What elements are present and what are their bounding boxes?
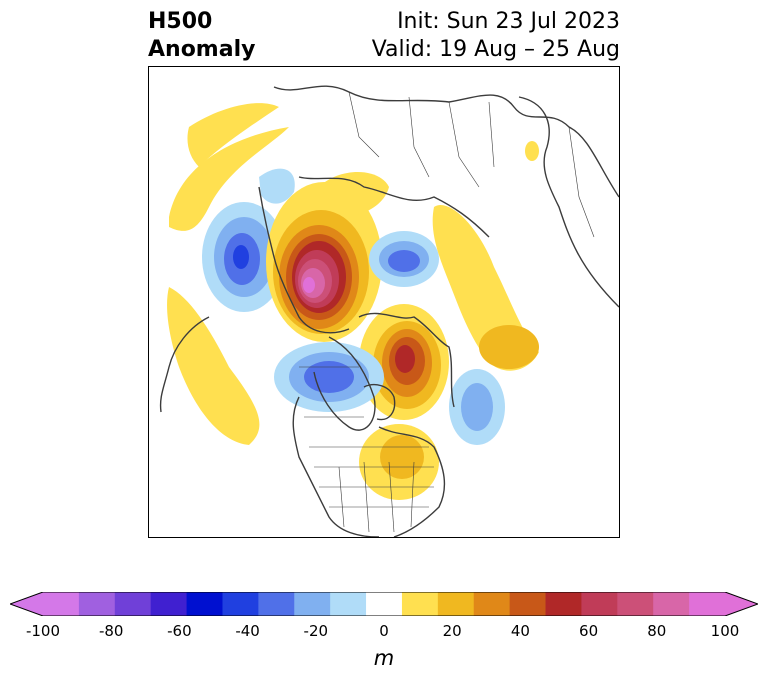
anomaly-nw-canada-negative-inner [304, 361, 354, 393]
colorbar-tick-label: -60 [167, 622, 192, 640]
colorbar-cell [689, 592, 726, 616]
colorbar-tick-label: 40 [510, 622, 530, 640]
colorbar-cell [366, 592, 403, 616]
anomaly-small-positive [525, 141, 539, 161]
colorbar-cell [617, 592, 654, 616]
anomaly-pacific-positive-west [167, 287, 260, 445]
map-title-line2: Anomaly [148, 37, 256, 62]
borders [299, 91, 595, 533]
colorbar-cell [43, 592, 80, 616]
map-title: H500 Anomaly [148, 8, 255, 64]
anomaly-ne-pacific-positive [169, 127, 289, 231]
anomaly-east-us-positive-inner [380, 435, 424, 479]
anomaly-shading [167, 103, 539, 500]
coast-canada-arctic [358, 312, 455, 408]
coast-asia-east [518, 96, 619, 308]
colorbar-cell [258, 592, 295, 616]
coast-north-america-west [292, 396, 380, 537]
coast-north-america-east [378, 426, 446, 537]
colorbar-cell [545, 592, 582, 616]
colorbar-extend-low [10, 592, 43, 616]
colorbar-cell [150, 592, 188, 616]
colorbar-cell [653, 592, 690, 616]
anomaly-labrador-negative-inner [461, 383, 493, 431]
coast-siberia [298, 176, 490, 238]
colorbar-unit: m [373, 646, 395, 670]
anomaly-canada-positive-60 [395, 345, 415, 373]
colorbar-tick-label: -20 [303, 622, 329, 640]
colorbar-cell [294, 592, 331, 616]
colorbar-cell [509, 592, 547, 616]
colorbar-tick-label: -100 [25, 622, 61, 640]
map-dates: Init: Sun 23 Jul 2023 Valid: 19 Aug – 25… [372, 8, 620, 64]
colorbar-cells [10, 592, 758, 616]
anomaly-map [148, 66, 620, 538]
anomaly-laptev-negative-inner [388, 250, 420, 272]
anomaly-east-siberia-positive [187, 103, 279, 167]
colorbar-ticks: -100 -80 -60 -40 -20 0 20 40 60 80 100 [0, 622, 768, 642]
colorbar-tick-label: -80 [98, 622, 124, 640]
colorbar-tick-label: 20 [442, 622, 462, 640]
init-date: Init: Sun 23 Jul 2023 [397, 9, 620, 34]
anomaly-arctic-positive [319, 172, 389, 217]
colorbar-cell [581, 592, 618, 616]
colorbar-tick-label: -40 [235, 622, 260, 640]
coast-alaska [159, 316, 210, 413]
coastlines [159, 85, 619, 537]
colorbar [10, 592, 758, 616]
valid-range: Valid: 19 Aug – 25 Aug [371, 37, 620, 62]
colorbar-cell [222, 592, 259, 616]
colorbar-cell [186, 592, 223, 616]
coast-greenland [313, 336, 376, 431]
coast-hudson-bay [363, 384, 396, 421]
map-title-line1: H500 [148, 9, 213, 34]
colorbar-tick-label: 80 [647, 622, 667, 640]
colorbar-extend-high [725, 592, 758, 616]
anomaly-europe-positive-30 [479, 325, 539, 369]
coast-scandinavia [258, 186, 350, 334]
colorbar-cell [437, 592, 475, 616]
anomaly-alaska-negative-core [233, 245, 249, 269]
anomaly-siberia-positive-100 [303, 277, 315, 293]
colorbar-cell [473, 592, 511, 616]
colorbar-cell [401, 592, 439, 616]
colorbar-tick-label: 60 [579, 622, 599, 640]
colorbar-tick-label: 0 [379, 622, 389, 640]
colorbar-cell [114, 592, 152, 616]
colorbar-cell [78, 592, 116, 616]
coast-europe [273, 85, 619, 198]
anomaly-chukchi-negative [259, 168, 295, 204]
colorbar-cell [330, 592, 367, 616]
colorbar-tick-label: 100 [710, 622, 740, 640]
